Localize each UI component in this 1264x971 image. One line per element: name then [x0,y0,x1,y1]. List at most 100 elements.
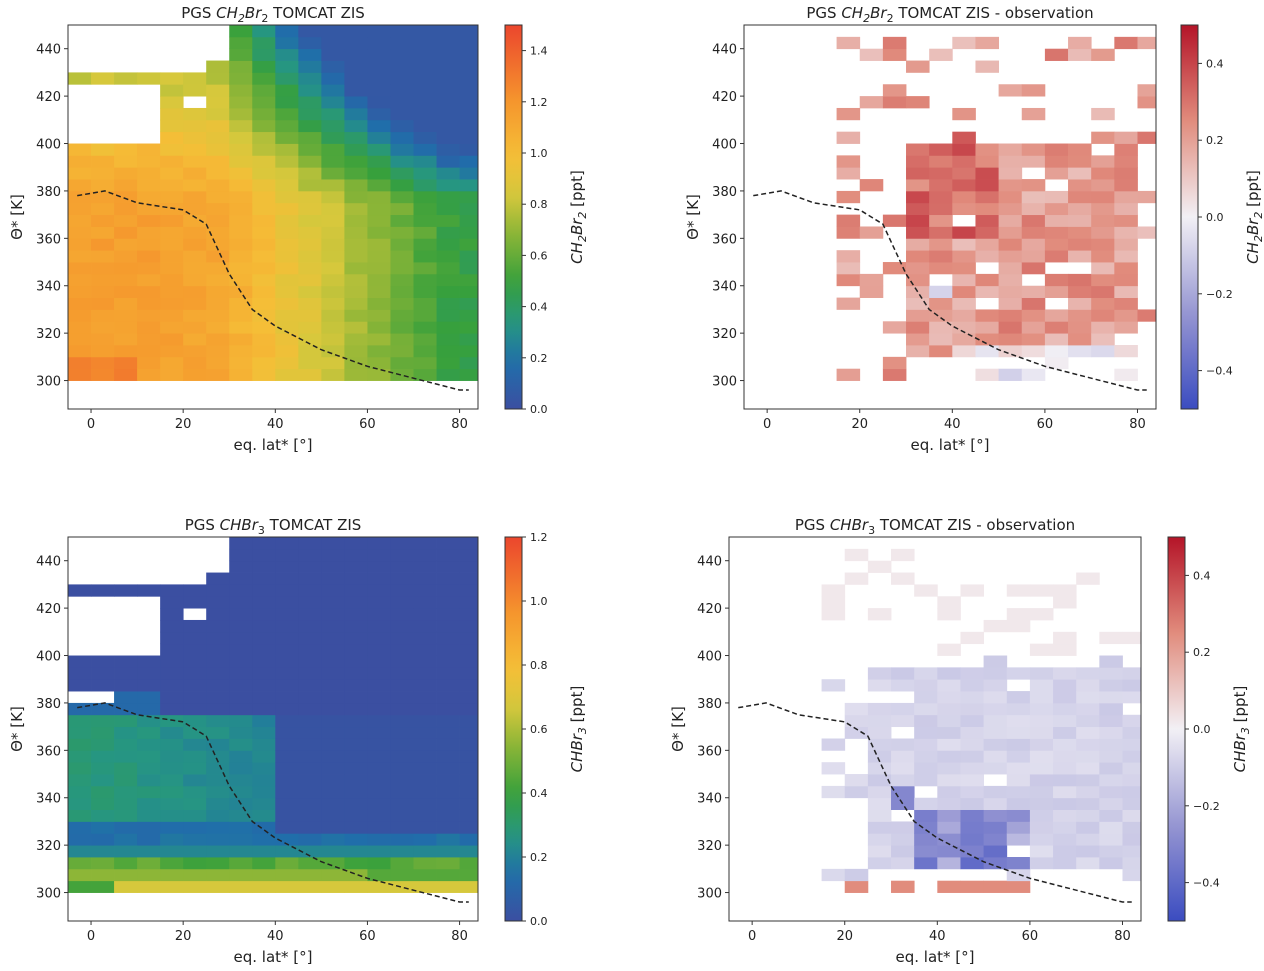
colorbar-tick-label: 0.0 [530,915,548,928]
heatmap-cell [114,833,138,846]
heatmap-cell [183,667,207,680]
heatmap-cell [229,667,253,680]
heatmap-cell [459,96,478,109]
heatmap-cell [1114,297,1138,310]
heatmap-cell [68,250,92,263]
heatmap-cell [229,345,253,358]
heatmap-cell [1044,356,1069,370]
heatmap-cell [344,619,368,633]
heatmap-cell [906,273,930,287]
heatmap-cell [321,36,345,50]
heatmap-cell [459,797,478,810]
heatmap-cell [160,785,184,799]
heatmap-cell [436,202,460,216]
heatmap-cell [390,726,414,739]
heatmap-cells [821,548,1141,893]
heatmap-cell [229,25,253,38]
heatmap-cell [298,537,322,550]
heatmap-cell [867,726,892,739]
heatmap-cell [413,167,437,180]
heatmap-cell [914,762,938,775]
heatmap-cell [960,833,985,846]
heatmap-cell [137,333,161,346]
heatmap-cell [459,726,478,739]
heatmap-cell [367,321,391,334]
heatmap-cell [952,262,976,275]
heatmap-cell [206,738,230,751]
heatmap-cell [459,167,478,180]
heatmap-cell [160,333,184,346]
heatmap-cell [914,750,938,763]
heatmap-cell [275,679,299,692]
heatmap-cell [459,36,478,50]
heatmap-cell [183,179,207,192]
heatmap-cell [298,368,322,381]
heatmap-cell [275,560,299,573]
heatmap-cell [937,714,961,728]
heatmap-cell [1076,667,1100,680]
heatmap-cell [1076,833,1100,846]
heatmap-cell [206,356,230,370]
colorbar-tick-label: 0.2 [1193,646,1211,659]
heatmap-cell [137,857,161,870]
heatmap-cell [68,797,92,810]
heatmap-cell [206,667,230,680]
heatmap-cell [160,250,184,263]
heatmap-cell [413,345,437,358]
heatmap-cell [344,821,368,834]
heatmap-cell [91,762,115,775]
heatmap-cell [229,702,253,716]
heatmap-cell [183,631,207,645]
heatmap-cell [298,691,322,704]
heatmap-cell [1053,679,1077,692]
heatmap-cell [298,131,322,144]
heatmap-cell [229,238,253,251]
heatmap-cell [160,667,184,680]
heatmap-cell [459,643,478,656]
heatmap-cell [891,750,915,763]
x-tick-label: 0 [87,417,95,432]
heatmap-cell [914,845,938,858]
heatmap-cell [859,179,884,192]
heatmap-cell [390,36,414,50]
heatmap-cell [436,631,460,645]
heatmap-cell [183,596,207,609]
heatmap-cell [1006,584,1031,597]
heatmap-cell [68,155,92,168]
heatmap-cell [160,356,184,370]
heatmap-cell [252,537,276,550]
heatmap-cell [891,857,915,870]
heatmap-cell [275,167,299,180]
heatmap-cell [1137,190,1156,204]
heatmap-cell [1068,202,1092,216]
heatmap-cell [952,36,976,50]
heatmap-cell [1029,702,1054,716]
heatmap-cell [844,702,869,716]
heatmap-cell [390,25,414,38]
heatmap-cell [960,774,985,787]
heatmap-cell [137,726,161,739]
heatmap-cell [390,84,414,97]
heatmap-cell [937,750,961,763]
heatmap-cell [413,368,437,381]
heatmap-cell [1076,750,1100,763]
heatmap-cell [183,762,207,775]
heatmap-cell [413,750,437,763]
heatmap-cell [836,214,861,227]
heatmap-cell [344,143,368,156]
heatmap-cell [298,655,322,668]
heatmap-cell [68,655,92,668]
heatmap-cell [952,285,976,298]
heatmap-cell [91,285,115,298]
heatmap-cell [390,857,414,870]
heatmap-cell [252,868,276,882]
heatmap-cell [390,250,414,263]
colorbar-tick-label: 0.4 [1206,57,1224,70]
heatmap-cell [275,155,299,168]
heatmap-cell [436,84,460,97]
heatmap-cell [298,190,322,204]
heatmap-cell [867,821,892,834]
heatmap-cell [137,821,161,834]
heatmap-cell [367,679,391,692]
heatmap-cell [344,273,368,287]
